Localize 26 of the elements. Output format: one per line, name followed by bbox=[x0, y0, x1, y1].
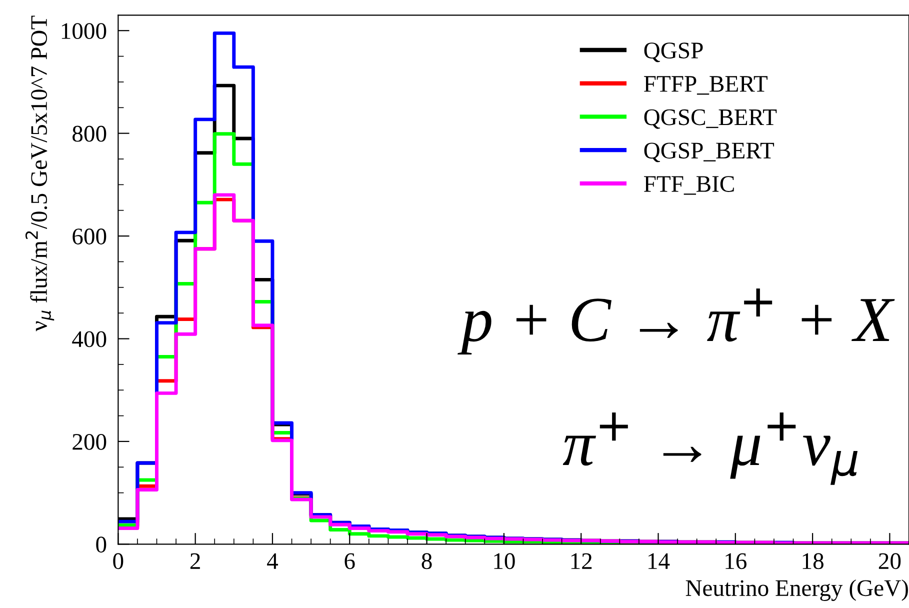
y-tick-label: 400 bbox=[72, 331, 106, 348]
annotation: π$^{+}$ → μ$^{+}$ν$_{μ}$ bbox=[562, 412, 858, 485]
x-tick-label: 4 bbox=[267, 553, 278, 569]
y-tick-label: 800 bbox=[72, 126, 106, 142]
y-tick-label: 0 bbox=[96, 536, 106, 553]
x-tick-label: 12 bbox=[571, 553, 592, 569]
x-tick-label: 10 bbox=[494, 553, 515, 570]
annotation: p + C → π$^{+}$ + X bbox=[458, 288, 895, 355]
x-tick-label: 6 bbox=[344, 553, 355, 570]
legend-label: FTFP_BERT bbox=[644, 76, 768, 95]
y-axis-title: ν$_{μ}$ flux/m$^{2}$/0.5 GeV/5x10^7 POT bbox=[25, 16, 54, 332]
legend-label: QGSP_BERT bbox=[644, 142, 774, 162]
x-tick-label: 8 bbox=[422, 553, 432, 570]
x-axis-title: Neutrino Energy (GeV) bbox=[686, 579, 908, 601]
x-tick-label: 20 bbox=[878, 553, 901, 570]
y-tick-label: 1000 bbox=[62, 23, 106, 40]
x-tick-label: 14 bbox=[648, 553, 670, 569]
y-tick-label: 600 bbox=[72, 228, 106, 244]
legend-label: QGSP bbox=[644, 42, 703, 62]
x-tick-label: 0 bbox=[113, 553, 124, 570]
x-tick-label: 2 bbox=[190, 553, 200, 569]
x-tick-label: 18 bbox=[802, 553, 824, 570]
legend-label: FTF_BIC bbox=[644, 176, 734, 195]
y-tick-label: 200 bbox=[72, 434, 106, 450]
x-tick-label: 16 bbox=[726, 553, 747, 570]
legend-label: QGSC_BERT bbox=[644, 109, 777, 129]
